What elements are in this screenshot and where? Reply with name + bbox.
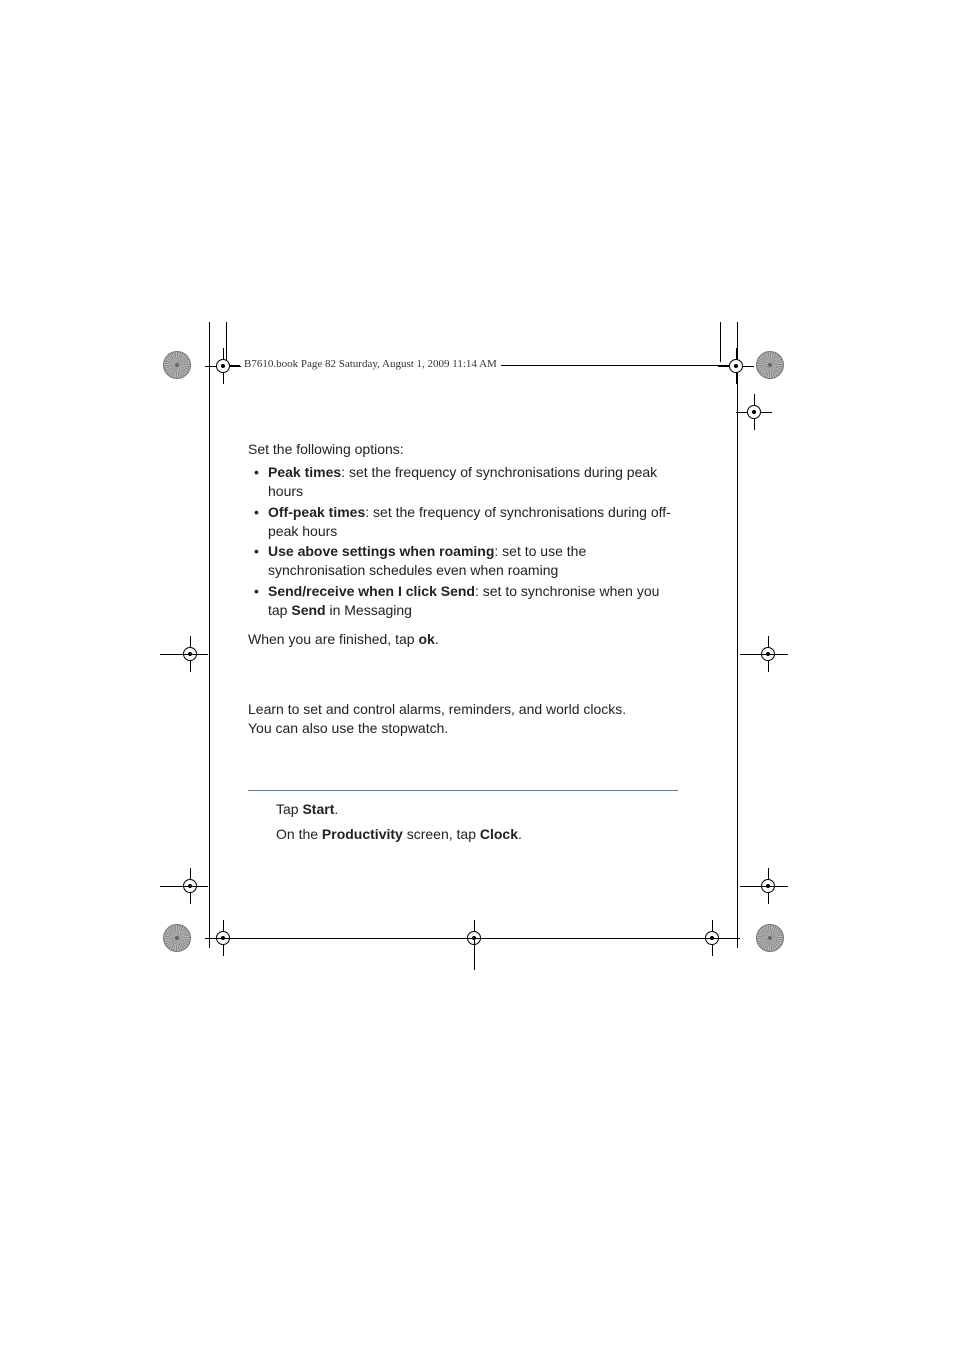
crop-guide-horizontal [210, 938, 740, 939]
step2-mid: screen, tap [403, 826, 480, 842]
section-divider [248, 790, 678, 791]
option-desc-tail: in Messaging [326, 602, 412, 618]
registration-rosette-icon [756, 351, 784, 379]
crop-guide-horizontal [160, 654, 208, 655]
list-item: Peak times: set the frequency of synchro… [248, 463, 678, 501]
options-intro: Set the following options: [248, 440, 678, 459]
step2-bold2: Clock [480, 826, 518, 842]
learn-line1: Learn to set and control alarms, reminde… [248, 700, 678, 719]
crop-guide-horizontal [740, 886, 788, 887]
step1-post: . [334, 801, 338, 817]
option-label: Send/receive when I click Send [268, 583, 475, 599]
registration-rosette-icon [163, 924, 191, 952]
step-1: Tap Start. [276, 800, 676, 819]
registration-crosshair-icon [718, 348, 754, 384]
option-label: Off-peak times [268, 504, 365, 520]
steps-block: Tap Start. On the Productivity screen, t… [276, 800, 676, 844]
finished-pre: When you are finished, tap [248, 631, 418, 647]
option-label-tail: Send [291, 602, 325, 618]
step-2: On the Productivity screen, tap Clock. [276, 825, 676, 844]
finished-post: . [435, 631, 439, 647]
registration-crosshair-icon [736, 394, 772, 430]
step2-pre: On the [276, 826, 322, 842]
crop-guide-horizontal [160, 886, 208, 887]
crop-guide-vertical [209, 322, 210, 948]
crop-guide-vertical [474, 940, 475, 970]
crop-guide-horizontal [740, 654, 788, 655]
content-block: Set the following options: Peak times: s… [248, 440, 678, 649]
finished-bold: ok [418, 631, 434, 647]
list-item: Send/receive when I click Send: set to s… [248, 582, 678, 620]
learn-paragraph: Learn to set and control alarms, reminde… [248, 700, 678, 738]
registration-crosshair-icon [205, 348, 241, 384]
book-header-text: B7610.book Page 82 Saturday, August 1, 2… [240, 358, 501, 370]
option-label: Use above settings when roaming [268, 543, 494, 559]
option-label: Peak times [268, 464, 341, 480]
options-list: Peak times: set the frequency of synchro… [248, 463, 678, 620]
learn-line2: You can also use the stopwatch. [248, 719, 678, 738]
finished-line: When you are finished, tap ok. [248, 630, 678, 649]
registration-rosette-icon [163, 351, 191, 379]
step2-post: . [518, 826, 522, 842]
list-item: Off-peak times: set the frequency of syn… [248, 503, 678, 541]
step1-bold: Start [302, 801, 334, 817]
step2-bold1: Productivity [322, 826, 403, 842]
registration-rosette-icon [756, 924, 784, 952]
step1-pre: Tap [276, 801, 302, 817]
list-item: Use above settings when roaming: set to … [248, 542, 678, 580]
